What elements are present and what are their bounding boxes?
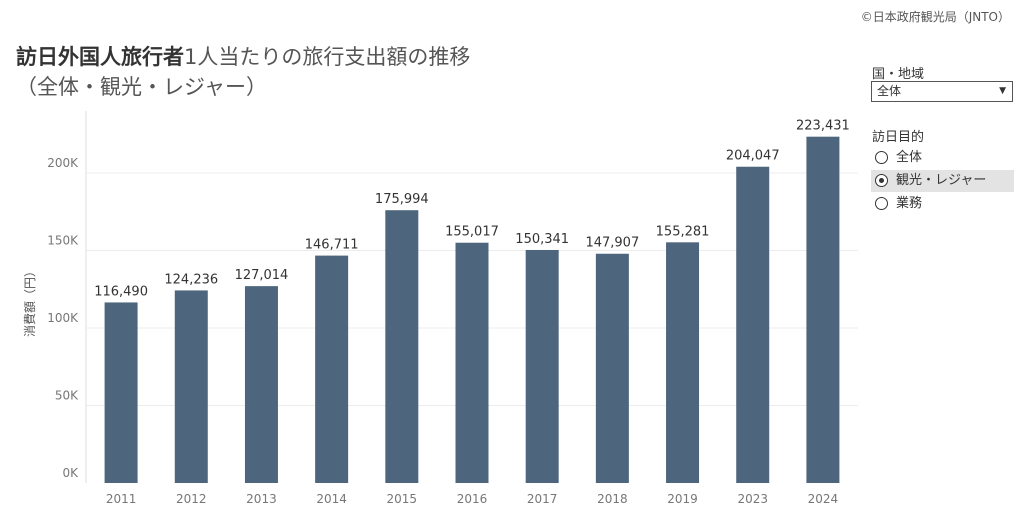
bar bbox=[174, 290, 208, 483]
data-label: 155,281 bbox=[656, 224, 710, 239]
x-tick-label: 2018 bbox=[597, 492, 628, 506]
data-label: 124,236 bbox=[164, 272, 218, 287]
bar bbox=[666, 242, 700, 483]
y-tick-label: 150K bbox=[47, 234, 79, 248]
radio-circle-icon bbox=[875, 197, 888, 210]
purpose-radio-option[interactable]: 全体 bbox=[871, 147, 1014, 169]
data-label: 175,994 bbox=[375, 192, 429, 207]
x-tick-label: 2024 bbox=[808, 492, 839, 506]
data-label: 155,017 bbox=[445, 225, 499, 240]
x-tick-label: 2017 bbox=[527, 492, 558, 506]
bar bbox=[525, 249, 559, 483]
x-tick-label: 2019 bbox=[667, 492, 698, 506]
x-tick-label: 2013 bbox=[246, 492, 277, 506]
data-label: 127,014 bbox=[235, 268, 289, 283]
x-tick-label: 2012 bbox=[176, 492, 207, 506]
copyright-credit: ©日本政府観光局（JNTO） bbox=[860, 10, 1010, 24]
radio-dot-icon bbox=[878, 177, 884, 183]
y-tick-label: 100K bbox=[47, 311, 79, 325]
chart-title: 訪日外国人旅行者1人当たりの旅行支出額の推移 （全体・観光・レジャー） bbox=[16, 42, 470, 102]
x-tick-label: 2011 bbox=[106, 492, 137, 506]
data-label: 147,907 bbox=[585, 236, 639, 251]
region-filter-label: 国・地域 bbox=[872, 67, 925, 82]
data-label: 204,047 bbox=[726, 149, 780, 164]
bar bbox=[315, 255, 349, 483]
bar bbox=[806, 136, 840, 483]
data-label: 116,490 bbox=[94, 284, 148, 299]
x-tick-label: 2016 bbox=[457, 492, 488, 506]
bar bbox=[595, 253, 629, 483]
y-tick-label: 50K bbox=[55, 389, 79, 403]
data-label: 150,341 bbox=[515, 232, 569, 247]
radio-label: 観光・レジャー bbox=[896, 173, 987, 188]
x-tick-label: 2015 bbox=[387, 492, 418, 506]
bar bbox=[244, 286, 278, 483]
purpose-filter-label: 訪日目的 bbox=[872, 130, 925, 145]
title-line2: （全体・観光・レジャー） bbox=[16, 75, 267, 99]
bar bbox=[104, 302, 138, 483]
dropdown-arrow-icon: ▼ bbox=[999, 86, 1006, 96]
radio-label: 業務 bbox=[896, 196, 923, 211]
title-part2: 1人当たりの旅行支出額の推移 bbox=[184, 45, 471, 69]
radio-label: 全体 bbox=[896, 150, 923, 165]
bar bbox=[736, 166, 770, 483]
title-part1: 訪日外国人旅行者 bbox=[16, 45, 184, 69]
x-tick-label: 2014 bbox=[316, 492, 347, 506]
data-label: 146,711 bbox=[305, 238, 359, 253]
purpose-radio-option[interactable]: 観光・レジャー bbox=[871, 170, 1014, 192]
y-tick-label: 200K bbox=[47, 156, 79, 170]
radio-circle-icon bbox=[875, 174, 888, 187]
region-dropdown-value: 全体 bbox=[877, 84, 902, 98]
bar bbox=[385, 210, 419, 484]
y-tick-label: 0K bbox=[62, 466, 79, 480]
y-axis-label: 消費額（円） bbox=[22, 265, 37, 337]
data-label: 223,431 bbox=[796, 119, 850, 134]
x-tick-label: 2023 bbox=[737, 492, 768, 506]
radio-circle-icon bbox=[875, 151, 888, 164]
purpose-radio-option[interactable]: 業務 bbox=[871, 193, 1014, 215]
region-dropdown[interactable]: 全体 ▼ bbox=[871, 81, 1013, 102]
bar bbox=[455, 242, 489, 483]
